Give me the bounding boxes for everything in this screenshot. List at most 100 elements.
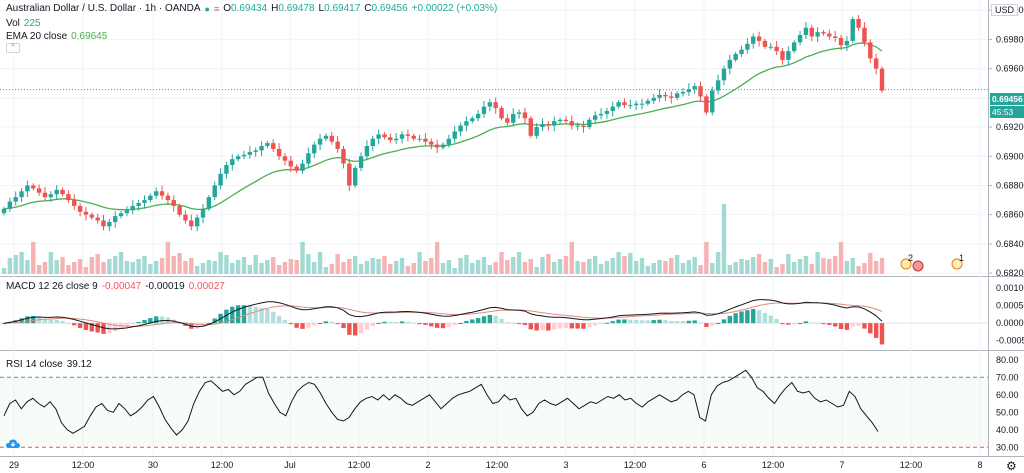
volume-bar [42,262,48,274]
rsi-axis-label: 50.00 [996,407,1019,417]
macd-histogram-bar [739,311,744,324]
volume-bar [36,265,42,274]
macd-histogram-bar [423,323,428,325]
volume-bar [388,264,393,274]
macd-histogram-bar [704,323,709,327]
volume-bar [341,262,346,274]
macd-histogram-bar [657,319,662,324]
volume-bar [751,257,756,274]
candle-body [809,27,814,37]
close-value: 0.69456 [371,3,408,14]
volume-bar [271,257,276,274]
candle-body [66,194,71,201]
candle-body [768,46,773,48]
candle-body [505,118,510,123]
time-axis-label: 30 [148,460,158,470]
macd-histogram-bar [792,323,797,325]
macd-histogram-bar [868,323,873,334]
candle-body [598,113,604,116]
currency-badge[interactable]: USD [990,4,1018,16]
candle-body [475,113,481,119]
macd-histogram-bar [774,318,779,324]
candle-body [317,138,323,145]
candle-body [610,106,615,111]
economic-event-icon: 2 [900,253,913,270]
time-axis-label: 12:00 [72,460,95,470]
macd-label[interactable]: MACD 12 26 close 9 [6,281,98,292]
candle-body [54,189,59,195]
volume-bar [206,260,212,274]
candle-body [464,121,469,126]
macd-histogram-bar [686,320,692,324]
macd-histogram-bar [552,323,557,330]
volume-bar [657,260,662,274]
rsi-label[interactable]: RSI 14 close [6,359,63,370]
volume-bar [616,252,621,274]
candle-body [142,200,147,203]
macd-histogram-bar [60,320,65,324]
macd-histogram-bar [107,323,112,334]
volume-bar [376,259,381,274]
candle-body [710,90,715,113]
candle-body [282,156,288,161]
macd-axis-label: 0.00000 [996,318,1024,328]
volume-bar [235,260,241,274]
volume-bar [247,265,253,274]
gear-icon[interactable]: ⚙ [1006,459,1017,473]
candle-body [159,191,165,196]
volume-bar [739,259,744,274]
volume-bar [434,242,440,274]
macd-histogram-bar [815,322,820,324]
macd-histogram-bar [844,323,850,330]
volume-bar [411,263,416,274]
macd-histogram-bar [546,323,551,331]
time-axis-label: 12:00 [348,460,371,470]
volume-bar [470,263,475,274]
candle-body [107,221,112,227]
volume-bar [838,242,844,274]
candle-body [850,18,855,41]
volume-bar [429,258,434,274]
candle-body [423,138,428,142]
macd-histogram-bar [54,319,59,324]
macd-histogram-bar [230,306,235,324]
candle-body [329,135,334,142]
candle-body [200,208,206,218]
rsi-axis-label: 60.00 [996,390,1019,400]
candle-body [95,217,100,221]
collapse-legend-button[interactable]: ^ [6,43,20,53]
volume-bar [546,254,551,274]
ema-label[interactable]: EMA 20 close [6,31,68,42]
macd-histogram-bar [487,314,493,324]
candle-body [815,32,820,37]
candle-body [353,167,358,186]
candle-body [434,144,440,148]
volume-bar [745,260,750,274]
volume-bar [680,263,686,274]
macd-histogram-bar [797,323,803,325]
symbol-title[interactable]: Australian Dollar / U.S. Dollar · 1h · O… [6,3,201,14]
volume-bar [148,264,153,274]
volume-label[interactable]: Vol [6,18,20,29]
cloud-icon[interactable] [5,438,21,450]
volume-bar [821,258,826,274]
volume-bar [475,260,481,274]
macd-histogram-bar [470,319,475,324]
candle-body [241,154,247,157]
volume-bar [873,261,879,274]
candle-body [294,166,299,171]
candle-body [698,86,703,97]
macd-histogram-bar [259,307,264,324]
macd-histogram-bar [66,322,71,324]
macd-histogram-bar [540,323,545,331]
volume-bar [323,267,329,274]
candle-body [288,160,294,167]
macd-histogram-bar [733,313,738,324]
candle-body [552,121,557,126]
volume-bar [633,261,639,274]
volume-bar [405,266,411,274]
macd-histogram-bar [124,323,130,327]
candle-body [429,141,434,145]
high-label: H [271,3,279,14]
